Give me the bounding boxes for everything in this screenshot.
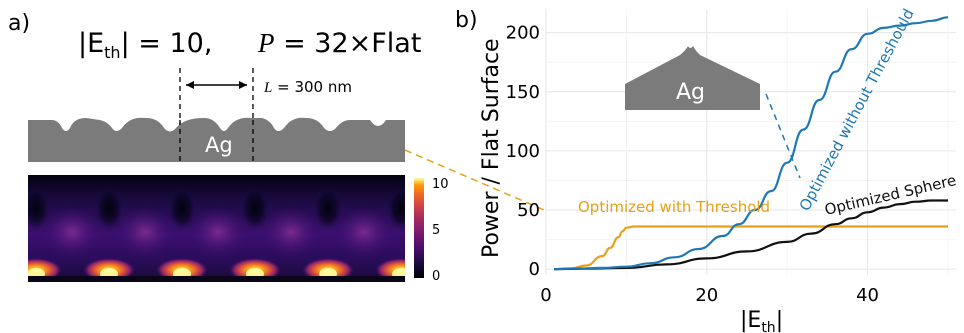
panel-a-title: |Eth| = 10, P = 32×Flat bbox=[78, 28, 421, 62]
period-value: = 300 nm bbox=[272, 78, 352, 96]
plot-background bbox=[546, 9, 956, 275]
y-tick-label: 150 bbox=[506, 82, 540, 103]
period-indicator: L = 300 nm bbox=[179, 68, 352, 162]
svg-text:P = 32×Flat: P = 32×Flat bbox=[257, 28, 421, 59]
ag-surface-profile: Ag bbox=[28, 117, 405, 162]
connector-optimized bbox=[765, 93, 801, 179]
series-line-0 bbox=[553, 16, 949, 271]
field-dark-spot bbox=[95, 186, 123, 230]
colorbar-tick-5: 5 bbox=[432, 223, 440, 238]
svg-text:L = 300 nm: L = 300 nm bbox=[263, 78, 352, 96]
y-tick-label: 50 bbox=[517, 200, 540, 221]
field-dark-spot bbox=[314, 186, 342, 230]
colorbar-gradient bbox=[414, 178, 424, 278]
x-tick-label: 20 bbox=[695, 285, 718, 306]
x-tick-labels: 0 20 40 bbox=[540, 285, 879, 306]
series-line-2 bbox=[553, 225, 948, 271]
inset-ag-shape: Ag bbox=[625, 46, 760, 110]
title-eth-abs: |E bbox=[78, 28, 104, 59]
colorbar-tick-0: 0 bbox=[432, 269, 440, 284]
panel-a-label: a) bbox=[8, 11, 30, 36]
x-tick-label: 0 bbox=[540, 285, 551, 306]
label-optimized-with-threshold: Optimized with Threshold bbox=[578, 198, 770, 216]
colorbar: 10 5 0 bbox=[414, 177, 449, 284]
title-p: P bbox=[257, 28, 275, 58]
y-tick-labels: 0 50 100 150 200 bbox=[506, 23, 540, 280]
field-dark-spot bbox=[168, 186, 196, 230]
series-lines bbox=[553, 16, 949, 271]
x-axis-label-sub: th bbox=[761, 320, 775, 333]
colorbar-tick-10: 10 bbox=[432, 177, 449, 192]
y-tick-label: 100 bbox=[506, 141, 540, 162]
title-eth-sub: th bbox=[104, 43, 120, 62]
svg-text:|Eth| = 10,: |Eth| = 10, bbox=[78, 28, 212, 62]
x-axis-label-main: |E bbox=[740, 308, 761, 333]
plot-area: 0 50 100 150 200 0 20 40 bbox=[506, 9, 956, 306]
series-line-1 bbox=[553, 199, 948, 271]
x-axis-label: |Eth| bbox=[740, 308, 783, 333]
field-glow bbox=[261, 206, 321, 258]
field-glow bbox=[188, 206, 248, 258]
period-symbol: L bbox=[263, 80, 272, 96]
y-tick-label: 0 bbox=[529, 259, 540, 280]
panel-b-label: b) bbox=[455, 8, 478, 33]
x-tick-label: 40 bbox=[856, 285, 879, 306]
field-glow bbox=[115, 206, 175, 258]
title-p-rest: = 32×Flat bbox=[275, 28, 422, 59]
field-map bbox=[28, 175, 405, 282]
inset-ag-label: Ag bbox=[676, 80, 705, 105]
y-axis-label: Power / Flat Surface bbox=[479, 38, 504, 258]
field-dark-spot bbox=[241, 186, 269, 230]
field-dark-spot bbox=[28, 186, 50, 230]
title-eth-rest: | = 10, bbox=[121, 28, 213, 59]
field-dark-spot bbox=[387, 186, 405, 230]
ag-label: Ag bbox=[205, 133, 233, 157]
y-tick-label: 200 bbox=[506, 23, 540, 44]
field-glow bbox=[334, 206, 394, 258]
field-glow bbox=[42, 206, 102, 258]
x-axis-label-end: | bbox=[776, 308, 783, 333]
